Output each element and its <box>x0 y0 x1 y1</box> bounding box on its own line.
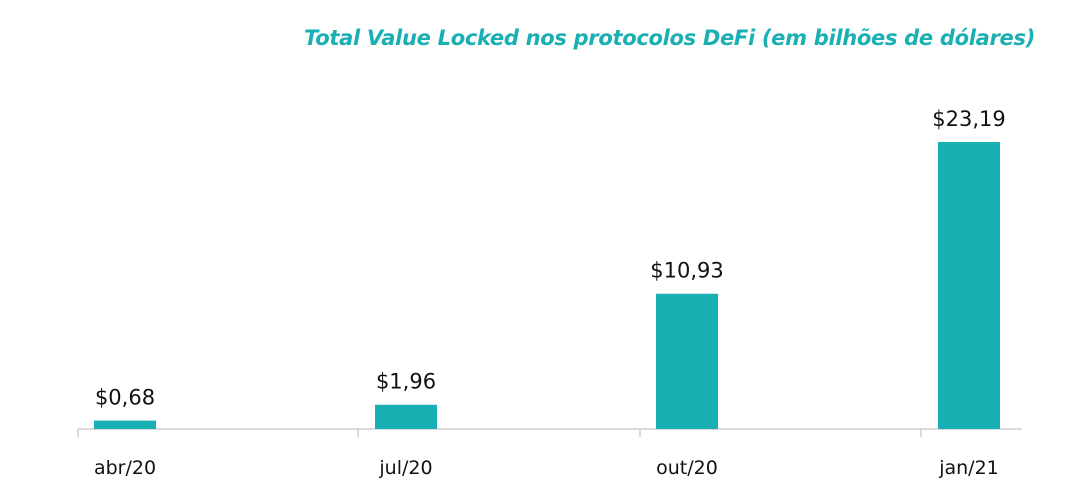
data-labels: $0,68 $1,96 $10,93 $23,19 <box>95 107 1006 410</box>
data-label: $10,93 <box>650 259 723 283</box>
chart-title: Total Value Locked nos protocolos DeFi (… <box>303 26 1035 50</box>
x-tick-label: jul/20 <box>378 457 432 479</box>
x-tick-label: abr/20 <box>94 457 156 479</box>
bar-jan-21 <box>938 142 1000 429</box>
bars <box>94 142 1000 429</box>
x-axis <box>77 428 1022 437</box>
data-label: $1,96 <box>376 370 436 394</box>
x-tick-label: jan/21 <box>938 457 999 479</box>
bar-out-20 <box>656 293 718 429</box>
bar-abr-20 <box>94 420 156 429</box>
data-label: $0,68 <box>95 386 155 410</box>
bar-jul-20 <box>375 404 437 429</box>
data-label: $23,19 <box>932 107 1005 131</box>
x-tick-labels: abr/20 jul/20 out/20 jan/21 <box>94 457 999 479</box>
x-tick-label: out/20 <box>656 457 718 479</box>
